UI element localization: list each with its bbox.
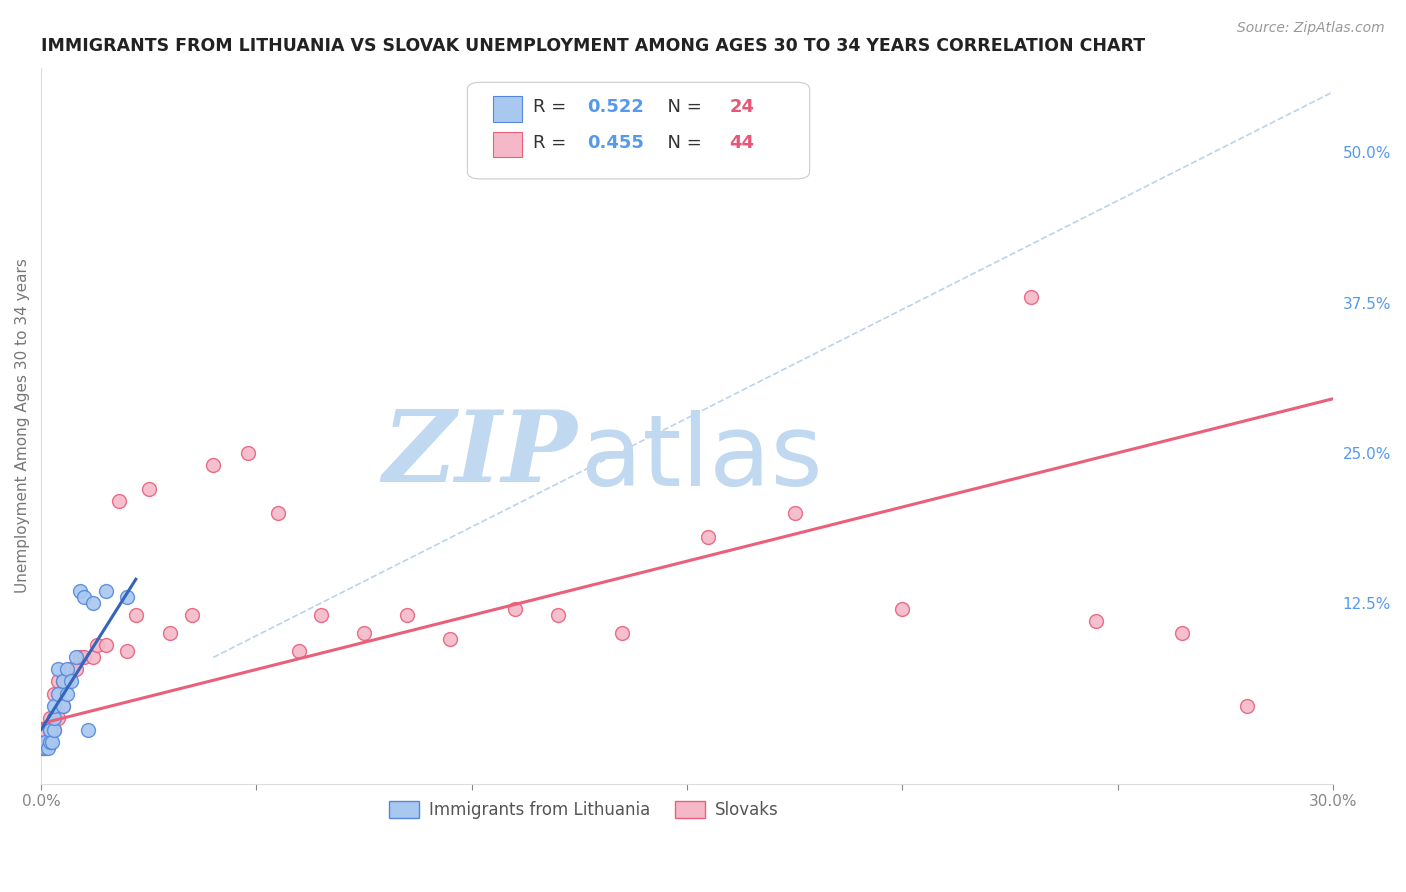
Point [65,663,87,677]
Point [125,608,148,623]
Point [42,686,65,700]
Text: N =: N = [657,134,707,153]
Point [86,639,108,653]
Point [46,663,69,677]
Text: 0.455: 0.455 [588,134,644,153]
Point [1021,289,1043,303]
Point [396,608,419,623]
Point [46,674,69,689]
Point [1236,698,1258,713]
Point [38,710,60,724]
Point [353,626,375,640]
Point [503,602,526,616]
Text: IMMIGRANTS FROM LITHUANIA VS SLOVAK UNEMPLOYMENT AMONG AGES 30 TO 34 YEARS CORRE: IMMIGRANTS FROM LITHUANIA VS SLOVAK UNEM… [41,37,1146,55]
Text: N =: N = [657,98,707,116]
Point [34,734,56,748]
Point [94,584,117,599]
Point [52,674,75,689]
Point [42,698,65,713]
Point [180,608,202,623]
Point [115,591,138,605]
Point [159,626,181,640]
Point [288,644,311,658]
Text: 0.522: 0.522 [588,98,644,116]
Point [37,734,59,748]
Point [138,482,160,496]
Point [46,710,69,724]
Legend: Immigrants from Lithuania, Slovaks: Immigrants from Lithuania, Slovaks [382,794,786,825]
Point [42,710,65,724]
Point [439,632,461,647]
FancyBboxPatch shape [494,132,522,157]
Point [69,584,91,599]
Point [52,698,75,713]
Point [65,650,87,665]
Point [1171,626,1194,640]
Point [32,740,55,755]
Point [56,674,79,689]
Point [34,734,56,748]
FancyBboxPatch shape [467,82,810,179]
Point [56,686,79,700]
Text: R =: R = [533,98,572,116]
Text: R =: R = [533,134,572,153]
Point [38,734,60,748]
Point [202,458,225,472]
Point [107,494,129,508]
Point [697,530,720,544]
Text: ZIP: ZIP [382,406,576,503]
Point [42,723,65,737]
Point [52,674,75,689]
Point [34,723,56,737]
Point [52,698,75,713]
Point [94,639,117,653]
Point [82,650,104,665]
Point [1084,615,1107,629]
Point [38,723,60,737]
Point [38,723,60,737]
Point [60,674,83,689]
Point [73,650,96,665]
Point [34,740,56,755]
Point [32,740,55,755]
Point [547,608,569,623]
Text: atlas: atlas [581,409,823,507]
Point [60,663,83,677]
Point [37,740,59,755]
Point [236,446,259,460]
Point [77,723,100,737]
Point [309,608,332,623]
Point [46,686,69,700]
Point [42,723,65,737]
Point [73,591,96,605]
Point [82,596,104,610]
Text: Source: ZipAtlas.com: Source: ZipAtlas.com [1237,21,1385,35]
Point [115,644,138,658]
Text: 24: 24 [730,98,755,116]
FancyBboxPatch shape [494,95,522,121]
Point [891,602,914,616]
Point [267,506,290,520]
Point [41,734,63,748]
Point [56,663,79,677]
Point [612,626,634,640]
Point [783,506,806,520]
Text: 44: 44 [730,134,755,153]
Point [69,650,91,665]
Y-axis label: Unemployment Among Ages 30 to 34 years: Unemployment Among Ages 30 to 34 years [15,259,30,593]
